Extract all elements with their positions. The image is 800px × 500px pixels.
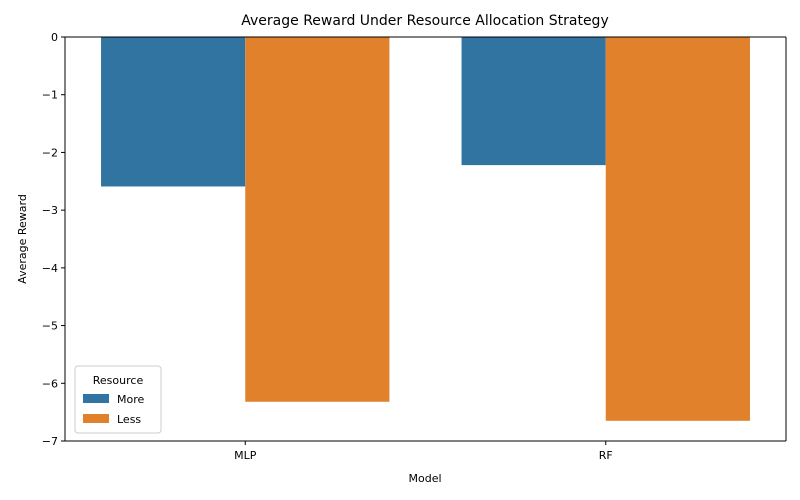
legend-swatch-more [83, 394, 109, 403]
bar-less-rf [605, 37, 750, 421]
y-tick-label: 0 [51, 31, 58, 44]
y-tick-label: −3 [42, 204, 58, 217]
y-axis-label: Average Reward [16, 194, 29, 284]
bar-more-mlp [101, 37, 246, 187]
y-ticks-group: 0 −1 −2 −3 −4 −5 −6 −7 [42, 31, 65, 448]
x-ticks-group: MLP RF [234, 441, 613, 462]
y-tick-label: −1 [42, 89, 58, 102]
y-tick-label: −4 [42, 262, 58, 275]
bars-group [101, 37, 750, 421]
legend-label-less: Less [117, 413, 141, 426]
y-tick-label: −6 [42, 377, 58, 390]
y-tick-label: −2 [42, 146, 58, 159]
y-tick-label: −7 [42, 435, 58, 448]
legend-swatch-less [83, 414, 109, 423]
legend-items: More Less [83, 393, 145, 426]
axes-group [64, 36, 787, 442]
legend-title: Resource [93, 374, 144, 387]
legend-label-more: More [117, 393, 145, 406]
x-tick-label: RF [599, 449, 613, 462]
x-axis-label: Model [408, 472, 441, 485]
x-tick-label: MLP [234, 449, 257, 462]
chart-title: Average Reward Under Resource Allocation… [241, 13, 608, 29]
bar-less-mlp [245, 37, 390, 402]
y-tick-label: −5 [42, 320, 58, 333]
bar-more-rf [461, 37, 606, 166]
legend: Resource More Less [74, 365, 162, 434]
